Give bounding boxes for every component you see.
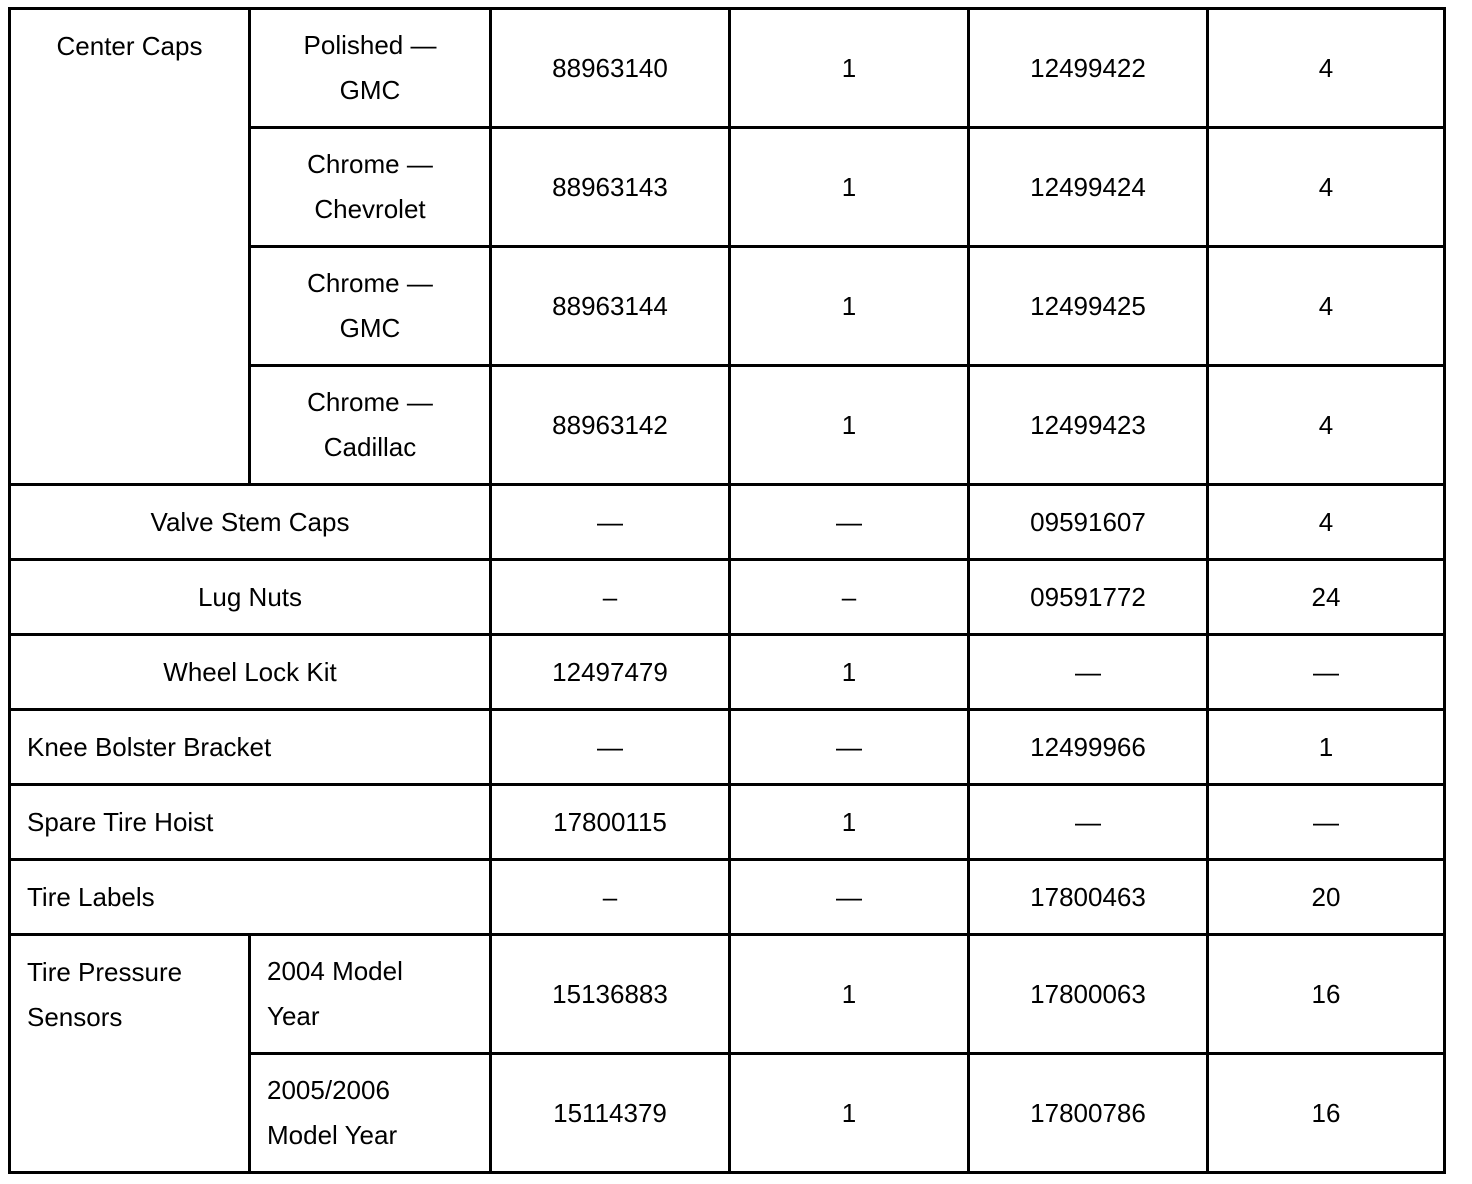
table-cell: 1 xyxy=(728,1052,970,1174)
table-cell: 15114379 xyxy=(489,1052,731,1174)
table-cell: 1 xyxy=(728,633,970,711)
table-cell: 88963143 xyxy=(489,126,731,248)
table-cell: 4 xyxy=(1206,126,1446,248)
table-row: Tire Pressure Sensors 2004 Model Year 1513… xyxy=(8,933,1446,1174)
table-cell: 4 xyxy=(1206,483,1446,561)
table-cell: Knee Bolster Bracket xyxy=(8,708,492,786)
table-cell: 4 xyxy=(1206,7,1446,129)
table-row: Wheel Lock Kit 12497479 1— — xyxy=(8,633,1446,711)
table-cell: 88963142 xyxy=(489,364,731,486)
table-row: Lug Nuts – –09591772 24 xyxy=(8,558,1446,636)
table-cell: 12499423 xyxy=(967,364,1209,486)
table-cell: — xyxy=(1206,783,1446,861)
table-cell: 4 xyxy=(1206,245,1446,367)
table-cell: 15136883 xyxy=(489,933,731,1055)
table-row: Tire Labels – —17800463 20 xyxy=(8,858,1446,936)
table-cell: 17800786 xyxy=(967,1052,1209,1174)
table-row: Center Caps Polished — GMC 88963140 1 124994… xyxy=(8,7,1446,486)
table-cell: 12499966 xyxy=(967,708,1209,786)
table-cell: 88963144 xyxy=(489,245,731,367)
table-row: 2005/2006 Model Year 15114379 1 17800786 16 xyxy=(10,1052,1446,1174)
table-row: Valve Stem Caps — —09591607 4 xyxy=(8,483,1446,561)
table-cell: — xyxy=(728,708,970,786)
table-cell: — xyxy=(489,483,731,561)
table-cell: 4 xyxy=(1206,364,1446,486)
table-cell: 12499422 xyxy=(967,7,1209,129)
table-cell: Chrome — Chevrolet xyxy=(248,126,492,248)
table-cell: — xyxy=(967,783,1209,861)
table-cell: 20 xyxy=(1206,858,1446,936)
table-cell: 16 xyxy=(1206,1052,1446,1174)
table-cell: 12499424 xyxy=(967,126,1209,248)
table-cell: 12497479 xyxy=(489,633,731,711)
table-cell: 1 xyxy=(728,783,970,861)
table-cell: 16 xyxy=(1206,933,1446,1055)
table-cell: Center Caps xyxy=(8,7,251,486)
table-cell: Chrome — Cadillac xyxy=(248,364,492,486)
table-cell: 1 xyxy=(728,7,970,129)
table-cell: — xyxy=(1206,633,1446,711)
table-cell: — xyxy=(728,483,970,561)
table-cell: Valve Stem Caps xyxy=(8,483,492,561)
table-cell: – xyxy=(489,558,731,636)
table-cell: Spare Tire Hoist xyxy=(8,783,492,861)
table-cell: Wheel Lock Kit xyxy=(8,633,492,711)
table-cell: — xyxy=(967,633,1209,711)
table-row: Chrome — Cadillac 88963142 1 12499423 4 xyxy=(10,364,1446,486)
table-cell: 1 xyxy=(1206,708,1446,786)
table-cell: – xyxy=(489,858,731,936)
table-cell: 1 xyxy=(728,933,970,1055)
parts-table: Center Caps Polished — GMC 88963140 1 124994… xyxy=(8,7,1446,1174)
table-cell: Chrome — GMC xyxy=(248,245,492,367)
table-cell: 24 xyxy=(1206,558,1446,636)
table-cell: 09591607 xyxy=(967,483,1209,561)
table-cell: 17800115 xyxy=(489,783,731,861)
table-cell: 17800463 xyxy=(967,858,1209,936)
table-row: Spare Tire Hoist 17800115 1— — xyxy=(8,783,1446,861)
table-row: Chrome — Chevrolet 88963143 1 12499424 4 xyxy=(10,126,1446,248)
table-cell: 17800063 xyxy=(967,933,1209,1055)
table-cell: 1 xyxy=(728,245,970,367)
table-cell: – xyxy=(728,558,970,636)
table-cell: 2004 Model Year xyxy=(248,933,492,1055)
table-cell: 88963140 xyxy=(489,7,731,129)
table-row: Knee Bolster Bracket — —12499966 1 xyxy=(8,708,1446,786)
table-cell: 1 xyxy=(728,126,970,248)
table-row: Chrome — GMC 88963144 1 12499425 4 xyxy=(10,245,1446,367)
table-cell: Lug Nuts xyxy=(8,558,492,636)
table-cell: 2005/2006 Model Year xyxy=(248,1052,492,1174)
table-cell: 1 xyxy=(728,364,970,486)
table-cell: Tire Pressure Sensors xyxy=(8,933,251,1174)
table-cell: — xyxy=(489,708,731,786)
table-cell: Tire Labels xyxy=(8,858,492,936)
table-cell: 12499425 xyxy=(967,245,1209,367)
table-cell: — xyxy=(728,858,970,936)
table-cell: 09591772 xyxy=(967,558,1209,636)
table-cell: Polished — GMC xyxy=(248,7,492,129)
